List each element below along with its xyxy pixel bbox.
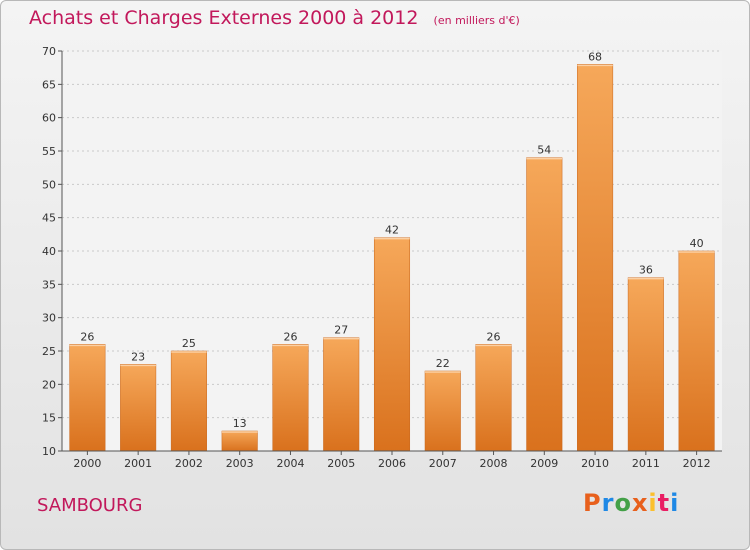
logo-letter: i bbox=[670, 489, 680, 517]
y-tick-label: 65 bbox=[42, 78, 56, 91]
data-label-2000: 26 bbox=[80, 330, 94, 343]
bar-2004 bbox=[272, 344, 309, 452]
proxiti-logo[interactable]: Proxiti bbox=[583, 489, 679, 517]
y-tick-label: 25 bbox=[42, 345, 56, 358]
x-tick-label-2005: 2005 bbox=[327, 457, 355, 470]
data-label-2006: 42 bbox=[385, 224, 399, 237]
x-tick-label-2001: 2001 bbox=[124, 457, 152, 470]
chart-unit: (en milliers d'€) bbox=[433, 14, 520, 27]
data-label-2007: 22 bbox=[436, 357, 450, 370]
data-label-2001: 23 bbox=[131, 350, 145, 363]
y-tick-label: 15 bbox=[42, 412, 56, 425]
bar-2002 bbox=[170, 350, 207, 452]
title-block: Achats et Charges Externes 2000 à 2012 (… bbox=[29, 7, 520, 29]
y-tick-label: 55 bbox=[42, 145, 56, 158]
x-tick-label-2003: 2003 bbox=[226, 457, 254, 470]
chart-title: Achats et Charges Externes 2000 à 2012 bbox=[29, 7, 419, 29]
logo-letter: i bbox=[648, 489, 658, 517]
logo-letter: o bbox=[614, 489, 632, 517]
x-tick-label-2002: 2002 bbox=[175, 457, 203, 470]
x-tick-label-2006: 2006 bbox=[378, 457, 406, 470]
bar-2009 bbox=[526, 157, 563, 452]
axes: 10 15 20 25 30 35 40 45 50 55 60 65 70 2000 2001 2002 20… bbox=[42, 45, 722, 470]
bar-2005 bbox=[323, 337, 360, 452]
data-label-2012: 40 bbox=[690, 237, 704, 250]
x-tick-label-2004: 2004 bbox=[276, 457, 304, 470]
data-label-2002: 25 bbox=[182, 337, 196, 350]
x-tick-label-2010: 2010 bbox=[581, 457, 609, 470]
y-tick-label: 60 bbox=[42, 112, 56, 125]
y-tick-label: 20 bbox=[42, 378, 56, 391]
x-tick-label-2012: 2012 bbox=[683, 457, 711, 470]
x-tick-label-2000: 2000 bbox=[73, 457, 101, 470]
x-tick-label-2007: 2007 bbox=[429, 457, 457, 470]
x-tick-label-2009: 2009 bbox=[530, 457, 558, 470]
y-tick-label: 40 bbox=[42, 245, 56, 258]
data-label-2004: 26 bbox=[283, 330, 297, 343]
y-tick-label: 45 bbox=[42, 212, 56, 225]
bar-2003 bbox=[221, 430, 258, 452]
logo-letter: t bbox=[657, 489, 671, 517]
data-label-2003: 13 bbox=[233, 417, 247, 430]
logo-letter: r bbox=[601, 489, 615, 517]
bar-2006 bbox=[373, 237, 411, 452]
x-tick-label-2008: 2008 bbox=[480, 457, 508, 470]
data-label-2008: 26 bbox=[487, 330, 501, 343]
y-tick-label: 10 bbox=[42, 445, 56, 458]
y-tick-label: 50 bbox=[42, 178, 56, 191]
y-tick-label: 35 bbox=[42, 278, 56, 291]
logo-letter: x bbox=[631, 489, 649, 517]
logo-letter: P bbox=[583, 489, 602, 517]
bar-2001 bbox=[120, 364, 157, 452]
bar-2012 bbox=[678, 250, 715, 452]
data-label-2011: 36 bbox=[639, 264, 653, 277]
data-label-2009: 54 bbox=[537, 144, 551, 157]
bar-2011 bbox=[627, 277, 664, 452]
bar-2010 bbox=[577, 64, 614, 452]
bar-2000 bbox=[69, 344, 106, 452]
y-tick-label: 30 bbox=[42, 312, 56, 325]
data-label-2010: 68 bbox=[588, 50, 602, 63]
data-label-2005: 27 bbox=[334, 324, 348, 337]
y-tick-label: 70 bbox=[42, 45, 56, 58]
data-labels: 26 23 25 13 26 27 42 22 26 54 68 36 40 bbox=[80, 50, 703, 430]
x-tick-label-2011: 2011 bbox=[632, 457, 660, 470]
commune-name: SAMBOURG bbox=[37, 495, 143, 516]
bar-2008 bbox=[475, 344, 512, 452]
bars bbox=[69, 64, 715, 452]
bar-2007 bbox=[424, 370, 461, 452]
